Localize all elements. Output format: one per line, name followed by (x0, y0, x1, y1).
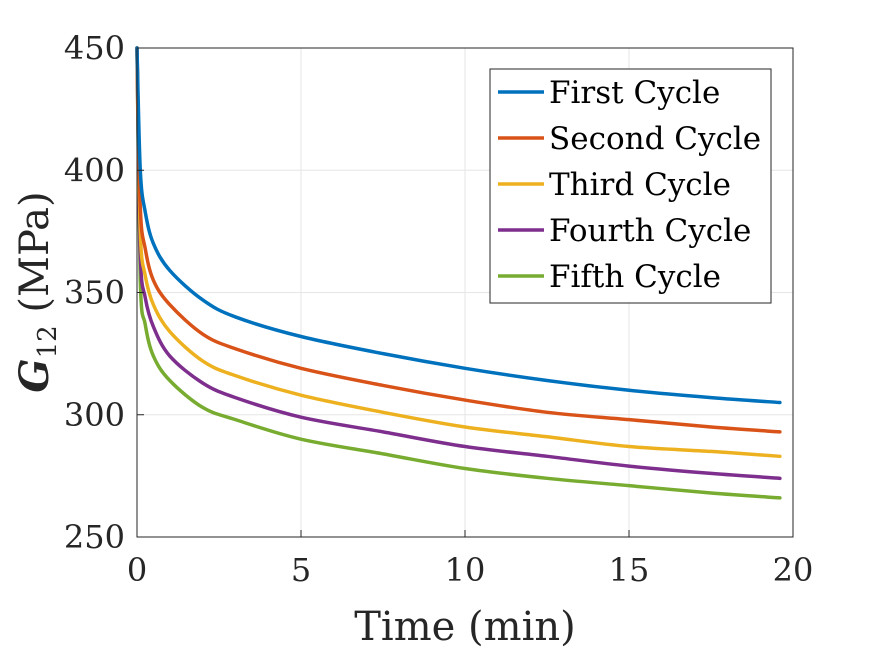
x-tick-label: 5 (291, 551, 311, 589)
y-axis-label: G12 (MPa) (11, 191, 63, 392)
x-tick-label: 20 (773, 551, 814, 589)
series-line-first-cycle (135, 46, 782, 405)
y-tick-label: 400 (64, 151, 125, 189)
series-line-third-cycle (135, 46, 782, 459)
legend-label-second-cycle: Second Cycle (549, 121, 761, 157)
y-axis-label-subscript: 12 (33, 325, 63, 358)
legend-label-fourth-cycle: Fourth Cycle (549, 213, 751, 249)
ticks: 0 5 10 15 20 250 300 350 400 450 (64, 29, 813, 589)
y-tick-label: 450 (64, 29, 125, 67)
y-tick-label: 300 (64, 396, 125, 434)
x-tick-label: 0 (127, 551, 147, 589)
legend-label-first-cycle: First Cycle (549, 75, 720, 111)
series-line-fourth-cycle (135, 46, 782, 481)
y-axis-label-symbol: G (11, 358, 58, 392)
legend-label-third-cycle: Third Cycle (549, 167, 731, 203)
y-tick-label: 350 (64, 274, 125, 312)
series-line-fifth-cycle (135, 46, 782, 500)
y-tick-label: 250 (64, 518, 125, 556)
x-tick-label: 10 (445, 551, 486, 589)
y-axis-label-unit: (MPa) (12, 191, 58, 325)
series-lines (135, 46, 782, 500)
legend-label-fifth-cycle: Fifth Cycle (549, 259, 721, 295)
legend-box (489, 68, 772, 304)
legend: First Cycle Second Cycle Third Cycle Fourth… (489, 68, 772, 304)
legend-items: First Cycle Second Cycle Third Cycle Fourth… (498, 75, 761, 295)
series-line-second-cycle (135, 46, 782, 434)
x-tick-label: 15 (609, 551, 650, 589)
x-axis-label: Time (min) (354, 604, 575, 650)
